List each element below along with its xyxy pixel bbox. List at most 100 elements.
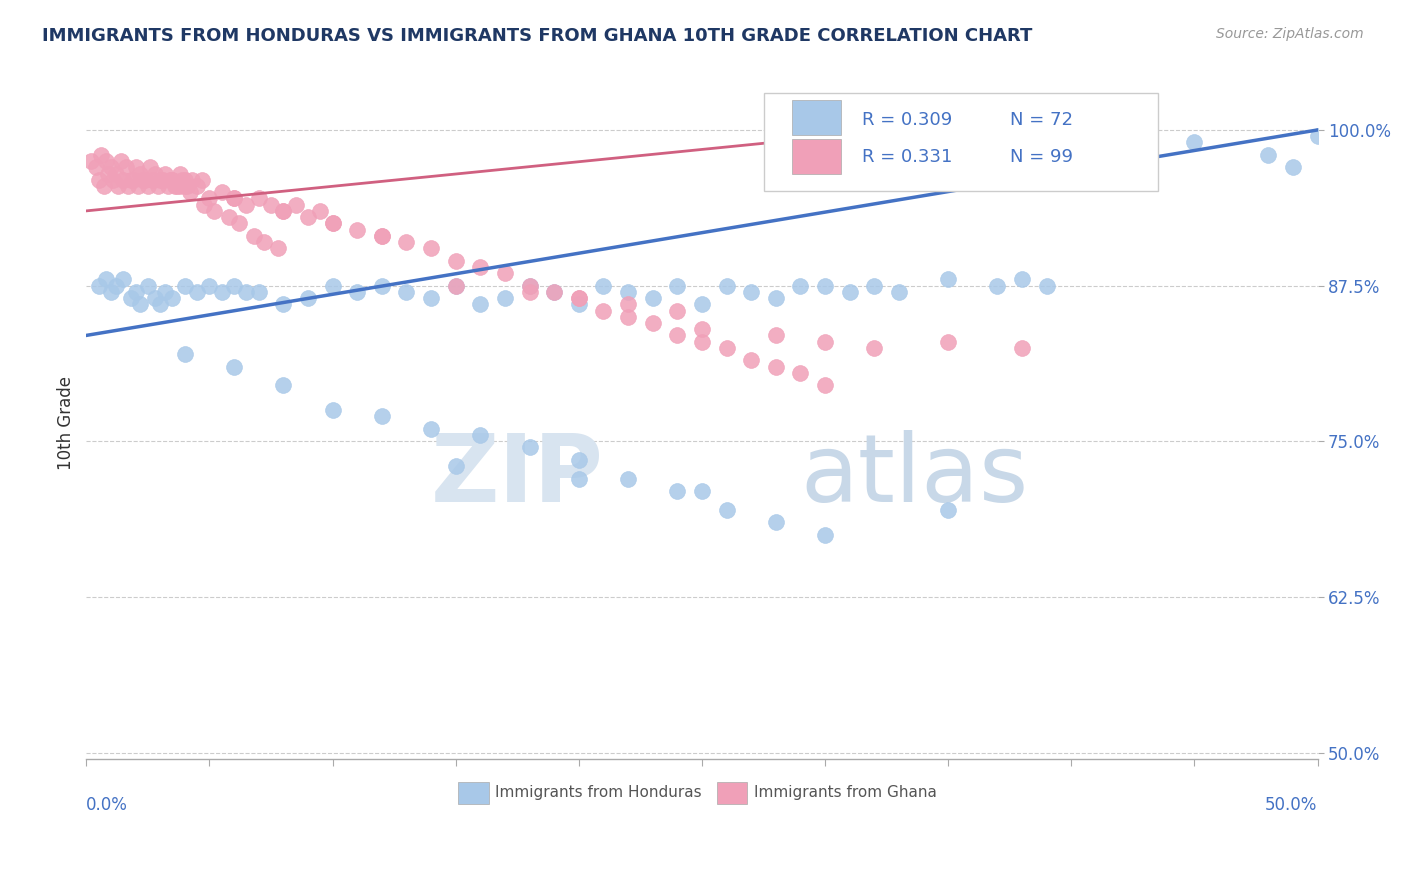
Point bbox=[159, 173, 181, 187]
Point bbox=[93, 178, 115, 193]
Point bbox=[690, 334, 713, 349]
Point bbox=[568, 297, 591, 311]
Text: ZIP: ZIP bbox=[430, 430, 603, 523]
Point bbox=[519, 441, 541, 455]
Point bbox=[568, 472, 591, 486]
Point bbox=[202, 203, 225, 218]
Point bbox=[346, 222, 368, 236]
Point bbox=[87, 173, 110, 187]
Point bbox=[186, 178, 208, 193]
Point bbox=[173, 178, 195, 193]
Point bbox=[129, 297, 152, 311]
Point bbox=[247, 285, 270, 299]
Point bbox=[1306, 129, 1329, 144]
Point bbox=[716, 341, 738, 355]
Point bbox=[740, 285, 762, 299]
Point bbox=[470, 297, 492, 311]
Point bbox=[120, 173, 142, 187]
Point bbox=[97, 167, 120, 181]
Point bbox=[568, 291, 591, 305]
Point bbox=[297, 291, 319, 305]
Point bbox=[1011, 341, 1033, 355]
Point bbox=[716, 278, 738, 293]
Point bbox=[740, 353, 762, 368]
Point bbox=[222, 191, 245, 205]
Point bbox=[543, 285, 565, 299]
Point bbox=[173, 173, 195, 187]
Point bbox=[129, 167, 152, 181]
Point bbox=[103, 173, 125, 187]
Point bbox=[122, 173, 145, 187]
Text: R = 0.309: R = 0.309 bbox=[862, 111, 952, 129]
Point bbox=[863, 341, 886, 355]
Point bbox=[814, 334, 837, 349]
Point bbox=[100, 161, 122, 175]
Point bbox=[149, 173, 172, 187]
Point bbox=[592, 303, 614, 318]
Y-axis label: 10th Grade: 10th Grade bbox=[58, 376, 75, 469]
Point bbox=[124, 285, 146, 299]
Point bbox=[156, 178, 179, 193]
Point bbox=[162, 291, 184, 305]
Point bbox=[146, 178, 169, 193]
Point bbox=[198, 191, 221, 205]
Point bbox=[322, 216, 344, 230]
Point bbox=[568, 291, 591, 305]
FancyBboxPatch shape bbox=[717, 782, 748, 804]
Point bbox=[470, 428, 492, 442]
Point bbox=[322, 216, 344, 230]
Point bbox=[494, 291, 516, 305]
Point bbox=[267, 241, 290, 255]
Point bbox=[519, 278, 541, 293]
Point bbox=[181, 173, 204, 187]
Point bbox=[765, 515, 787, 529]
Point bbox=[371, 228, 394, 243]
Point bbox=[143, 167, 166, 181]
Point bbox=[142, 173, 165, 187]
FancyBboxPatch shape bbox=[792, 139, 841, 174]
Point bbox=[84, 161, 107, 175]
Point bbox=[814, 378, 837, 392]
Point bbox=[420, 241, 443, 255]
Point bbox=[222, 359, 245, 374]
Point bbox=[346, 285, 368, 299]
Point bbox=[371, 228, 394, 243]
Point bbox=[690, 484, 713, 499]
Point bbox=[132, 173, 155, 187]
Point bbox=[247, 191, 270, 205]
Point bbox=[242, 228, 264, 243]
Point bbox=[765, 291, 787, 305]
Point bbox=[153, 285, 176, 299]
Text: Source: ZipAtlas.com: Source: ZipAtlas.com bbox=[1216, 27, 1364, 41]
Text: N = 72: N = 72 bbox=[1010, 111, 1073, 129]
Point bbox=[519, 278, 541, 293]
FancyBboxPatch shape bbox=[458, 782, 489, 804]
Point bbox=[789, 366, 811, 380]
Point bbox=[139, 161, 162, 175]
Text: Immigrants from Ghana: Immigrants from Ghana bbox=[754, 785, 936, 800]
Point bbox=[814, 278, 837, 293]
Point bbox=[322, 403, 344, 417]
Point bbox=[494, 266, 516, 280]
Point bbox=[716, 502, 738, 516]
Point bbox=[322, 278, 344, 293]
Point bbox=[1184, 136, 1206, 150]
Point bbox=[136, 178, 159, 193]
Point bbox=[198, 278, 221, 293]
Point bbox=[297, 210, 319, 224]
Point bbox=[271, 378, 294, 392]
Point bbox=[666, 278, 689, 293]
Point bbox=[592, 278, 614, 293]
Point bbox=[395, 235, 418, 249]
Point bbox=[222, 191, 245, 205]
Text: 50.0%: 50.0% bbox=[1265, 796, 1317, 814]
Point bbox=[162, 173, 184, 187]
Point bbox=[271, 297, 294, 311]
Point bbox=[284, 197, 307, 211]
Point bbox=[104, 167, 127, 181]
Text: IMMIGRANTS FROM HONDURAS VS IMMIGRANTS FROM GHANA 10TH GRADE CORRELATION CHART: IMMIGRANTS FROM HONDURAS VS IMMIGRANTS F… bbox=[42, 27, 1032, 45]
Point bbox=[114, 161, 136, 175]
Point bbox=[617, 310, 640, 324]
Point bbox=[641, 291, 664, 305]
Point bbox=[228, 216, 250, 230]
